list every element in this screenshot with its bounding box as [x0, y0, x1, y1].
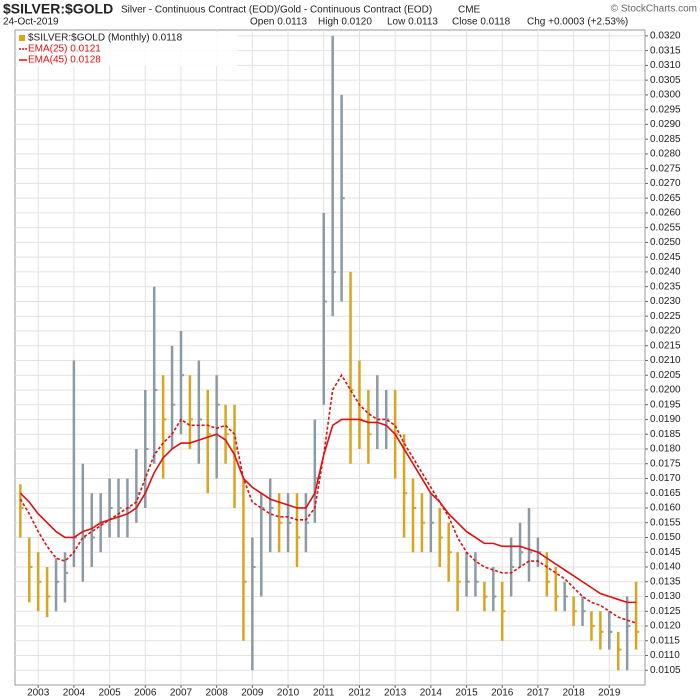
- y-tick-label: 0.0120: [650, 621, 681, 632]
- y-tick-label: 0.0210: [650, 355, 681, 366]
- y-tick-label: 0.0200: [650, 385, 681, 396]
- x-tick-label: 2014: [420, 688, 443, 699]
- y-tick-label: 0.0165: [650, 488, 681, 499]
- legend-box: [17, 32, 237, 66]
- y-tick-label: 0.0305: [650, 75, 681, 86]
- legend-label: EMA(45) 0.0128: [28, 55, 101, 66]
- y-tick-label: 0.0180: [650, 444, 681, 455]
- y-tick-label: 0.0285: [650, 134, 681, 145]
- y-tick-label: 0.0275: [650, 163, 681, 174]
- y-tick-label: 0.0220: [650, 326, 681, 337]
- symbol: $SILVER:$GOLD: [3, 1, 113, 17]
- legend-label: EMA(25) 0.0121: [28, 44, 101, 55]
- y-tick-label: 0.0125: [650, 606, 681, 617]
- source: © StockCharts.com: [611, 4, 697, 15]
- y-tick-label: 0.0245: [650, 252, 681, 263]
- description: Silver - Continuous Contract (EOD)/Gold …: [121, 5, 432, 16]
- y-tick-label: 0.0130: [650, 591, 681, 602]
- x-tick-label: 2017: [527, 688, 550, 699]
- y-tick-label: 0.0215: [650, 340, 681, 351]
- y-tick-label: 0.0255: [650, 222, 681, 233]
- x-tick-label: 2008: [206, 688, 229, 699]
- y-tick-label: 0.0240: [650, 267, 681, 278]
- x-tick-label: 2007: [170, 688, 193, 699]
- y-tick-label: 0.0150: [650, 532, 681, 543]
- y-tick-label: 0.0265: [650, 193, 681, 204]
- y-tick-label: 0.0185: [650, 429, 681, 440]
- y-tick-label: 0.0280: [650, 149, 681, 160]
- y-tick-label: 0.0145: [650, 547, 681, 558]
- y-tick-label: 0.0195: [650, 399, 681, 410]
- x-tick-label: 2015: [455, 688, 478, 699]
- y-tick-label: 0.0235: [650, 281, 681, 292]
- legend-swatch: [19, 35, 25, 41]
- y-tick-label: 0.0315: [650, 45, 681, 56]
- x-tick-label: 2018: [562, 688, 585, 699]
- y-tick-label: 0.0250: [650, 237, 681, 248]
- y-tick-label: 0.0135: [650, 576, 681, 587]
- x-tick-label: 2011: [313, 688, 335, 699]
- y-tick-label: 0.0300: [650, 90, 681, 101]
- y-tick-label: 0.0295: [650, 104, 681, 115]
- quote-open: Open 0.0113: [250, 17, 308, 28]
- y-tick-label: 0.0205: [650, 370, 681, 381]
- y-tick-label: 0.0190: [650, 414, 681, 425]
- y-tick-label: 0.0110: [650, 650, 680, 661]
- x-tick-label: 2019: [598, 688, 621, 699]
- ema-line: [19, 373, 637, 624]
- ema-line: [19, 418, 637, 604]
- y-tick-label: 0.0170: [650, 473, 681, 484]
- x-tick-label: 2004: [63, 688, 86, 699]
- quote-close: Close 0.0118: [452, 17, 511, 28]
- y-tick-label: 0.0155: [650, 517, 681, 528]
- x-tick-label: 2010: [277, 688, 300, 699]
- date: 24-Oct-2019: [3, 17, 59, 28]
- x-tick-label: 2012: [348, 688, 371, 699]
- y-tick-label: 0.0320: [650, 31, 681, 42]
- y-tick-label: 0.0160: [650, 503, 681, 514]
- x-tick-label: 2006: [134, 688, 157, 699]
- quote-high: High 0.0120: [318, 17, 372, 28]
- y-tick-label: 0.0270: [650, 178, 681, 189]
- y-tick-label: 0.0225: [650, 311, 681, 322]
- x-tick-label: 2003: [27, 688, 50, 699]
- x-tick-label: 2016: [491, 688, 514, 699]
- quote-change: Chg +0.0003 (+2.53%): [527, 17, 628, 28]
- quote-low: Low 0.0113: [387, 17, 438, 28]
- exchange: CME: [458, 5, 481, 16]
- y-tick-label: 0.0140: [650, 562, 681, 573]
- legend-label: $SILVER:$GOLD (Monthly) 0.0118: [28, 33, 183, 44]
- y-tick-label: 0.0105: [650, 665, 681, 676]
- y-tick-label: 0.0115: [650, 635, 680, 646]
- y-tick-label: 0.0260: [650, 208, 681, 219]
- x-tick-label: 2005: [98, 688, 121, 699]
- x-tick-label: 2009: [241, 688, 264, 699]
- y-tick-label: 0.0310: [650, 60, 681, 71]
- y-tick-label: 0.0290: [650, 119, 681, 130]
- y-tick-label: 0.0230: [650, 296, 681, 307]
- y-tick-label: 0.0175: [650, 458, 681, 469]
- x-tick-label: 2013: [384, 688, 407, 699]
